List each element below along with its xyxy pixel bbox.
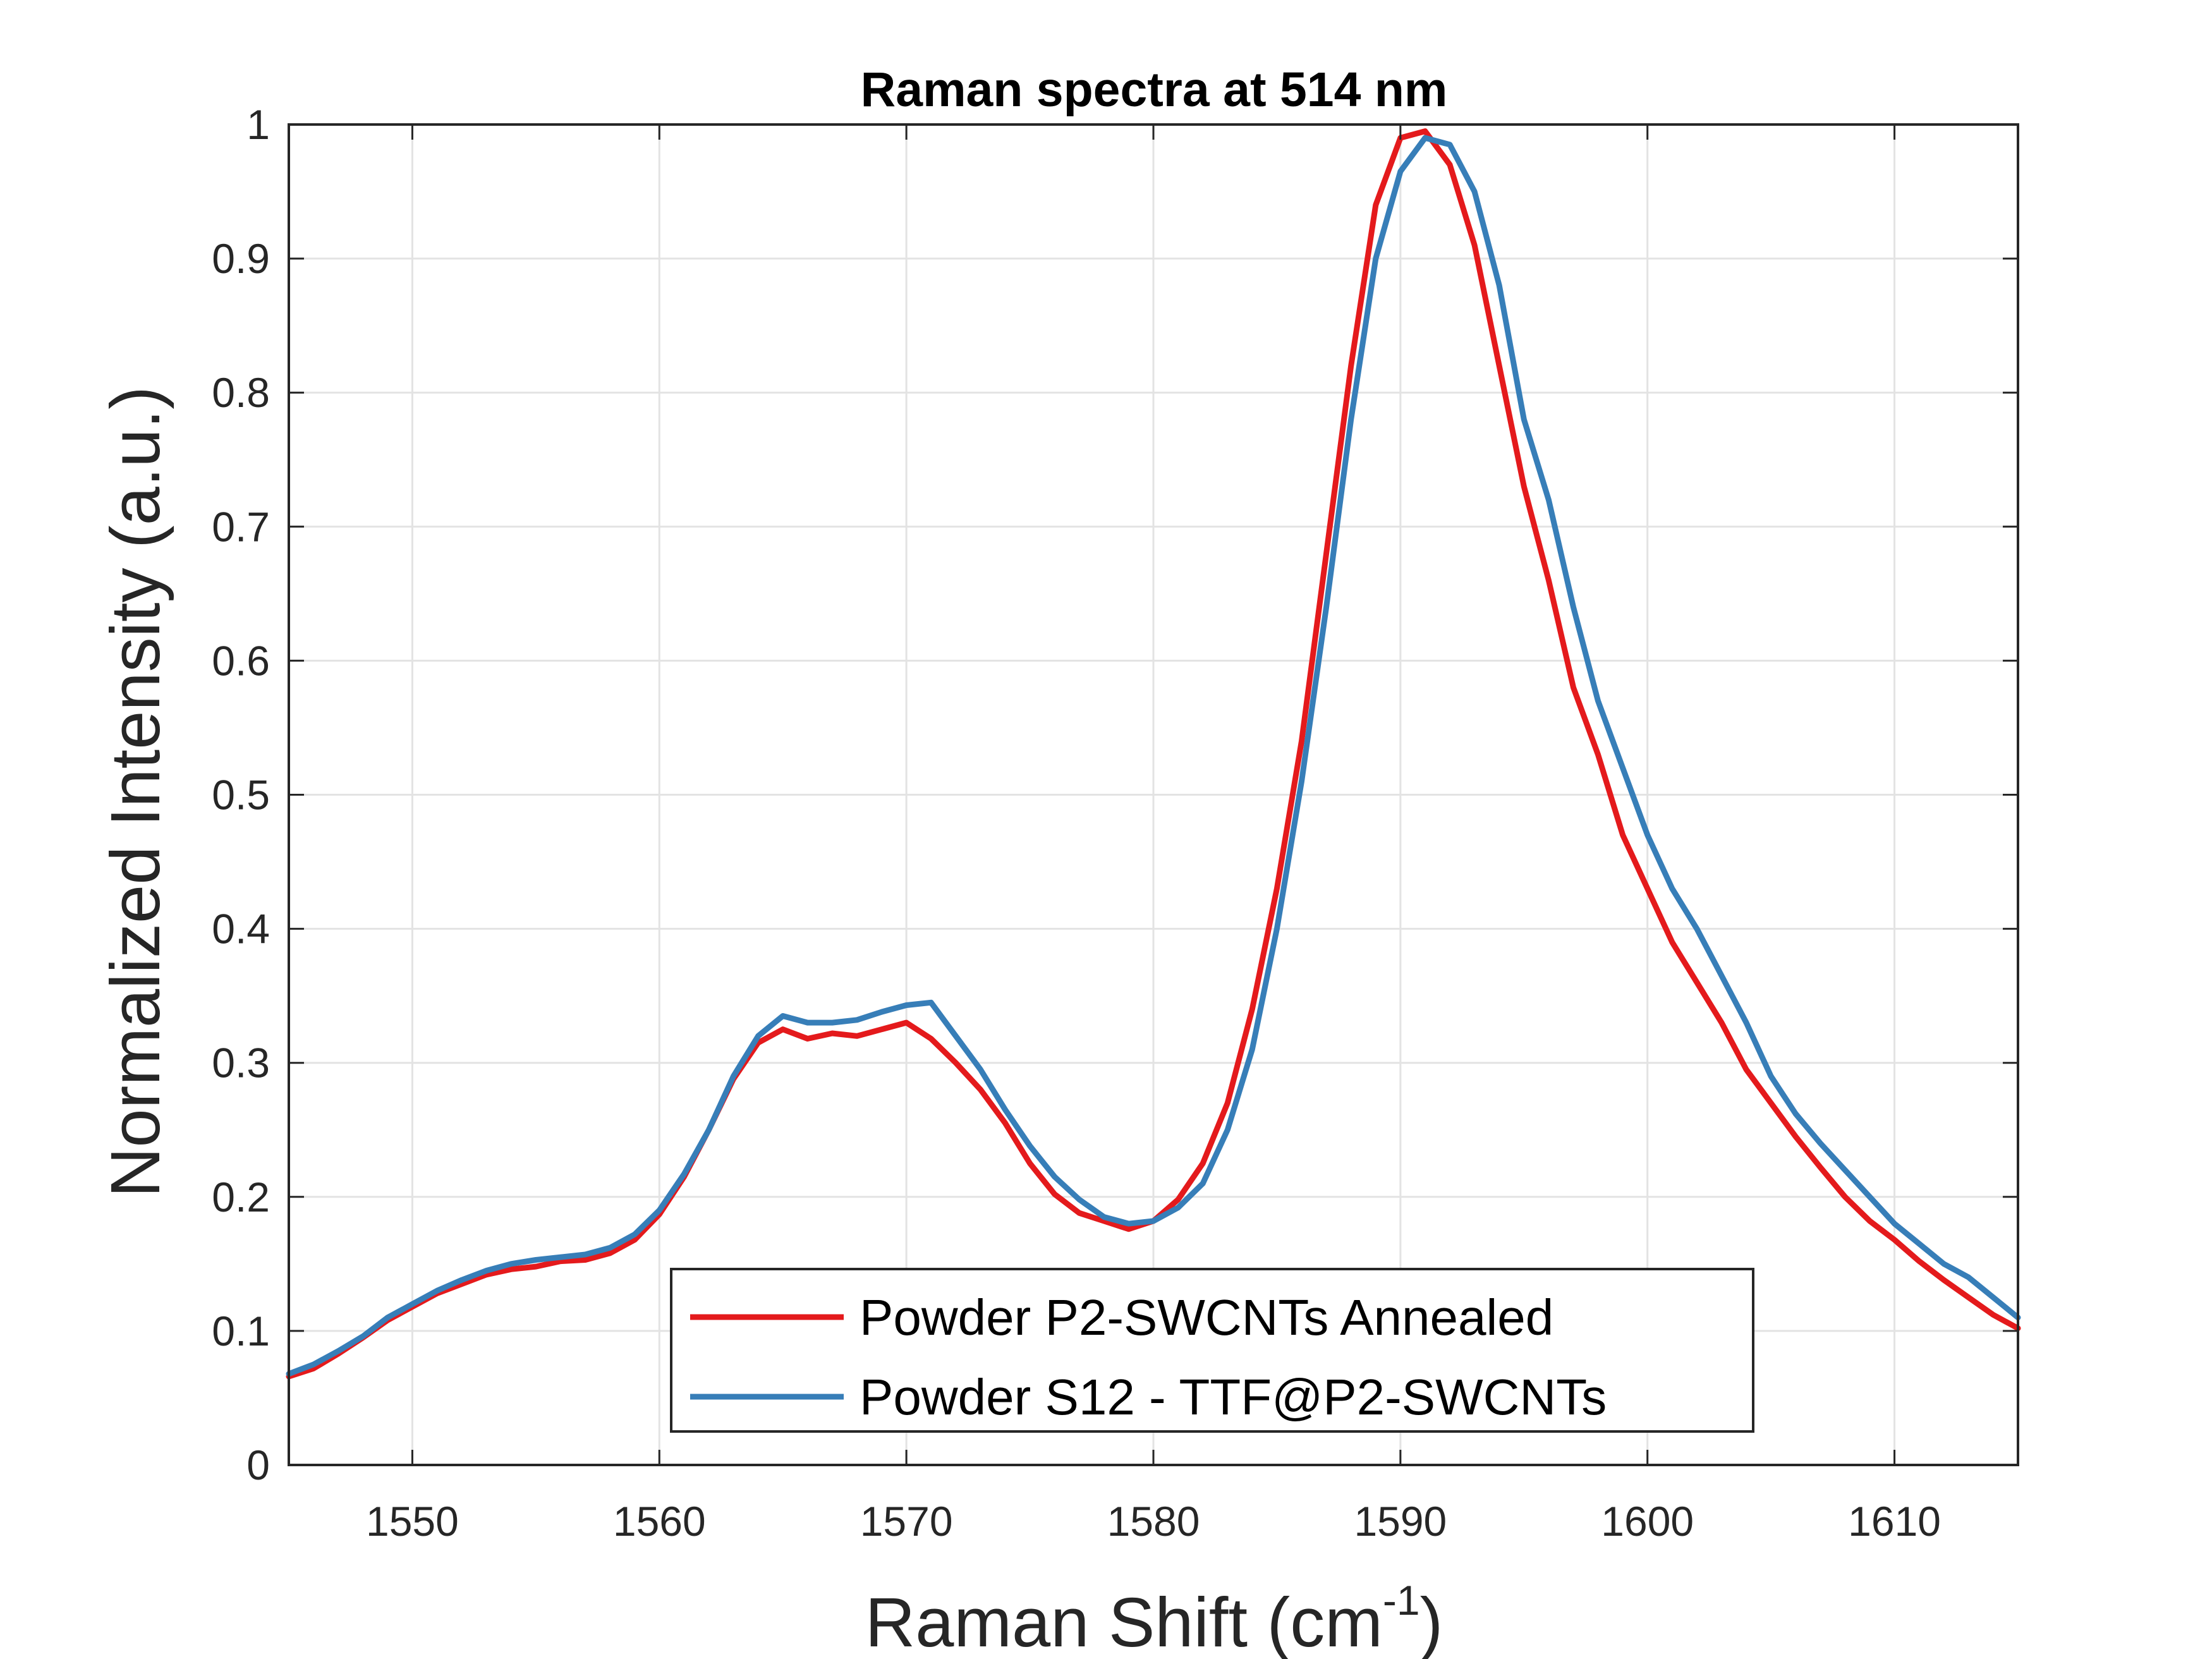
y-tick-labels: 0 0.1 0.2 0.3 0.4 0.5 0.6 0.7 0.8 0.9 1 (212, 101, 270, 1488)
x-tick-label: 1600 (1601, 1498, 1694, 1545)
x-axis-title-main: Raman Shift (cm (865, 1584, 1383, 1659)
legend-box (670, 1268, 1754, 1433)
y-tick-label: 0.6 (212, 637, 270, 684)
x-tick-label: 1580 (1107, 1498, 1200, 1545)
y-tick-label: 0.1 (212, 1308, 270, 1354)
x-tick-label: 1560 (613, 1498, 706, 1545)
chart-title: Raman spectra at 514 nm (861, 63, 1448, 117)
legend-label-series-1: Powder P2-SWCNTs Annealed (860, 1289, 1553, 1346)
y-tick-label: 0 (246, 1442, 270, 1488)
x-tick-label: 1610 (1848, 1498, 1941, 1545)
y-tick-label: 0.5 (212, 772, 270, 818)
x-axis-title-superscript: -1 (1383, 1577, 1420, 1624)
series-line-2 (286, 135, 2021, 1377)
y-tick-label: 0.7 (212, 503, 270, 550)
x-tick-label: 1550 (366, 1498, 459, 1545)
x-tick-label: 1590 (1354, 1498, 1447, 1545)
y-tick-label: 0.4 (212, 906, 270, 952)
x-tick-label: 1570 (860, 1498, 953, 1545)
y-tick-label: 0.2 (212, 1174, 270, 1220)
tick-marks (289, 123, 2018, 1466)
y-axis-title: Normalized Intensity (a.u.) (97, 386, 174, 1198)
y-tick-label: 0.9 (212, 235, 270, 282)
x-axis-title: Raman Shift (cm-1) (865, 1577, 1443, 1659)
legend-label-series-2: Powder S12 - TTF@P2-SWCNTs (860, 1369, 1607, 1425)
y-tick-label: 1 (246, 101, 270, 148)
legend: Powder P2-SWCNTs Annealed Powder S12 - T… (670, 1268, 1754, 1433)
series-lines (286, 128, 2021, 1380)
y-tick-label: 0.8 (212, 369, 270, 416)
y-tick-label: 0.3 (212, 1040, 270, 1086)
x-tick-labels: 1550 1560 1570 1580 1590 1600 1610 (366, 1498, 1941, 1545)
x-axis-title-suffix: ) (1420, 1584, 1443, 1659)
